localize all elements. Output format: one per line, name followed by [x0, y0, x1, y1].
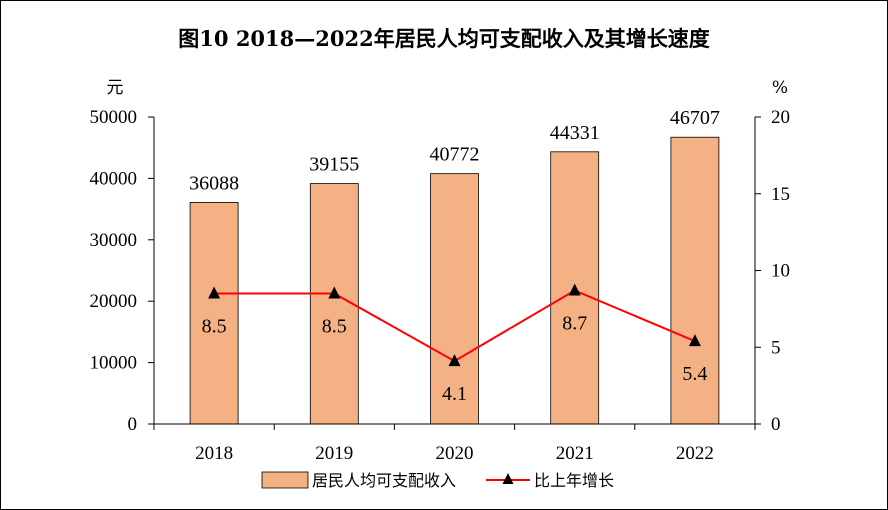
growth-point-2020	[448, 354, 461, 367]
left-axis-unit: 元	[107, 78, 124, 98]
right-tick-label: 5	[771, 337, 781, 358]
growth-point-2022	[688, 334, 701, 347]
bar-value-label-2022: 46707	[670, 107, 720, 129]
x-tick-label-2020: 2020	[436, 443, 474, 464]
legend-bar-label: 居民人均可支配收入	[312, 471, 456, 490]
growth-value-label-2019: 8.5	[322, 316, 347, 338]
bar-2020	[430, 173, 479, 425]
growth-value-label-2020: 4.1	[442, 383, 467, 405]
right-tick-label: 10	[771, 261, 790, 282]
bar-value-label-2018: 36088	[189, 172, 239, 194]
growth-value-label-2018: 8.5	[202, 316, 227, 338]
x-tick-label-2022: 2022	[676, 443, 714, 464]
left-tick-label: 40000	[90, 168, 138, 189]
growth-value-label-2021: 8.7	[562, 312, 587, 334]
growth-point-2019	[328, 286, 341, 299]
bar-2022	[670, 136, 720, 425]
left-tick-label: 50000	[90, 107, 138, 128]
legend-bar-swatch	[261, 471, 309, 489]
bar-value-label-2019: 39155	[309, 154, 359, 176]
plot-area: 36088 39155 40772 44331 46707 0 10000 20000 3000…	[90, 107, 791, 464]
right-tick-label: 15	[771, 184, 790, 205]
legend: 居民人均可支配收入 比上年增长	[261, 471, 614, 490]
growth-value-label-2022: 5.4	[682, 363, 707, 385]
bar-value-label-2021: 44331	[550, 122, 600, 144]
right-tick-label: 0	[771, 414, 781, 435]
growth-point-2021	[568, 283, 581, 296]
bar-2019	[309, 183, 359, 425]
right-tick-label: 20	[771, 107, 790, 128]
x-tick-label-2018: 2018	[195, 443, 233, 464]
left-tick-label: 20000	[90, 291, 138, 312]
legend-line-label: 比上年增长	[534, 471, 614, 490]
legend-triangle-marker-icon	[502, 473, 514, 484]
bar-2018	[189, 202, 239, 425]
chart-title: 图10 2018—2022年居民人均可支配收入及其增长速度	[178, 26, 709, 51]
right-axis-unit: %	[772, 78, 788, 98]
x-tick-label-2019: 2019	[315, 443, 353, 464]
x-tick-label-2021: 2021	[556, 443, 594, 464]
bar-value-label-2020: 40772	[430, 144, 480, 166]
left-tick-label: 0	[128, 414, 138, 435]
growth-point-2018	[208, 286, 221, 299]
left-tick-label: 10000	[90, 353, 138, 374]
left-tick-label: 30000	[90, 230, 138, 251]
